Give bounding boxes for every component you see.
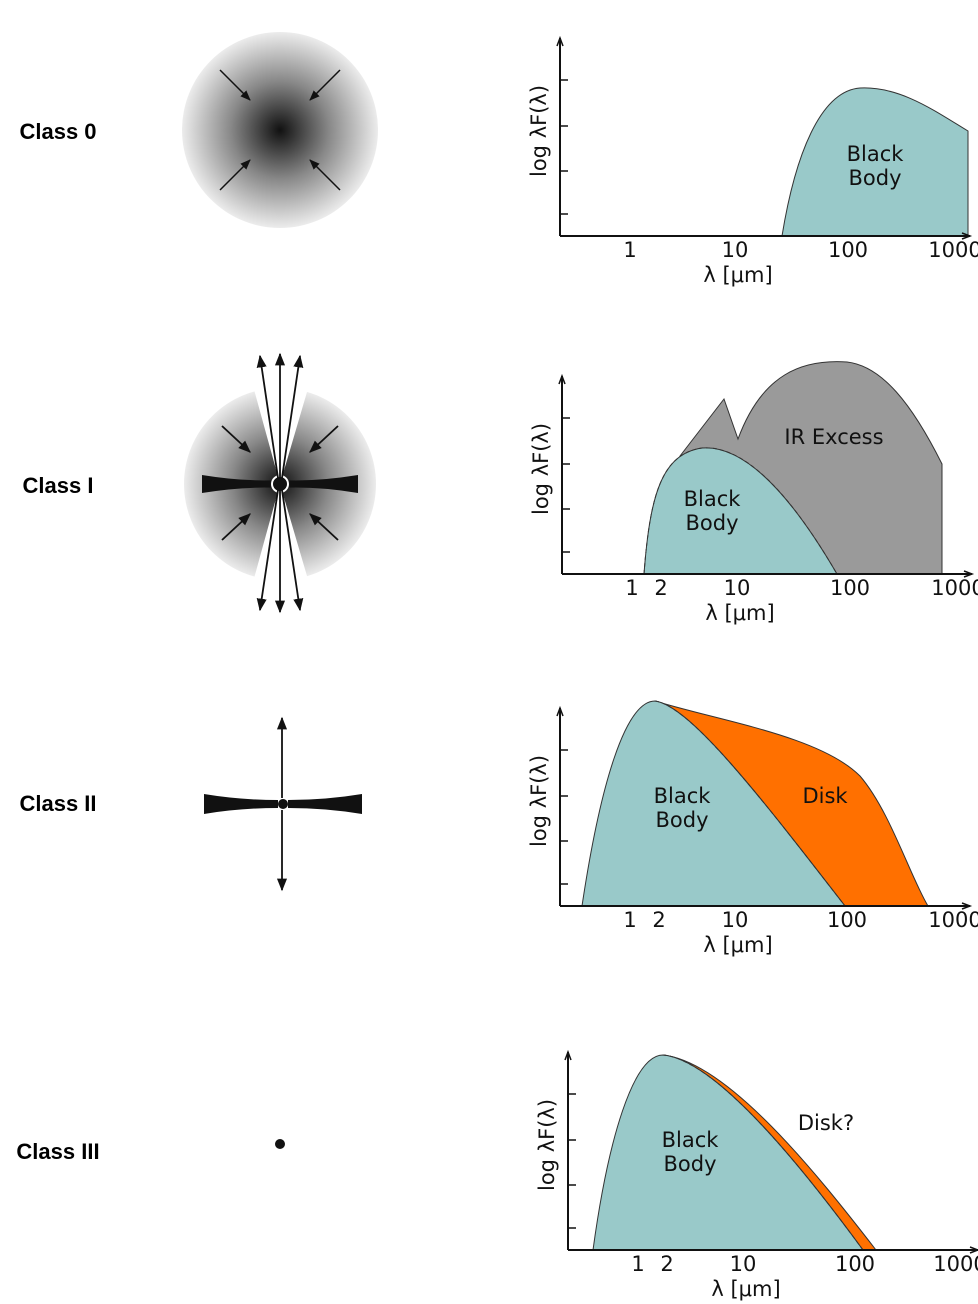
x-tick-label: 1000 bbox=[931, 576, 978, 600]
x-tick-label: 1 bbox=[623, 908, 636, 932]
class0-illustration bbox=[182, 32, 378, 228]
x-tick-label: 10 bbox=[722, 238, 749, 262]
y-axis-label: log λF(λ) bbox=[529, 423, 553, 515]
x-axis-label: λ [μm] bbox=[705, 601, 774, 625]
x-tick-label: 1 bbox=[625, 576, 638, 600]
class-label: Class I bbox=[23, 473, 94, 498]
x-tick-label: 100 bbox=[830, 576, 870, 600]
region-label: Body bbox=[685, 511, 738, 535]
region-label: Black bbox=[684, 487, 742, 511]
x-tick-label: 2 bbox=[652, 908, 665, 932]
class1-illustration bbox=[184, 354, 376, 612]
x-tick-label: 10 bbox=[730, 1252, 757, 1276]
class-label: Class III bbox=[16, 1139, 99, 1164]
x-axis-label: λ [μm] bbox=[703, 933, 772, 957]
region-label: Disk? bbox=[798, 1111, 854, 1135]
x-tick-label: 1 bbox=[631, 1252, 644, 1276]
x-tick-label: 100 bbox=[835, 1252, 875, 1276]
x-axis-label: λ [μm] bbox=[703, 263, 772, 287]
region-label: Black bbox=[662, 1128, 720, 1152]
x-tick-label: 100 bbox=[827, 908, 867, 932]
x-tick-label: 2 bbox=[660, 1252, 673, 1276]
region-label: IR Excess bbox=[784, 425, 883, 449]
class3-illustration bbox=[275, 1139, 285, 1149]
class-label: Class 0 bbox=[19, 119, 96, 144]
x-tick-label: 100 bbox=[828, 238, 868, 262]
sed-plot: 12 10 100 1000 λ [μm] log λF(λ) IR Excess Black… bbox=[529, 362, 978, 625]
region-label: Body bbox=[663, 1152, 716, 1176]
x-tick-label: 2 bbox=[654, 576, 667, 600]
diagram: Class 0 Class I Class II Class III 1 10 10… bbox=[0, 0, 978, 1304]
x-axis-label: λ [μm] bbox=[711, 1277, 780, 1301]
class2-illustration bbox=[204, 718, 362, 890]
x-tick-label: 1000 bbox=[928, 908, 978, 932]
x-tick-label: 10 bbox=[724, 576, 751, 600]
region-label: Body bbox=[655, 808, 708, 832]
x-tick-label: 1 bbox=[623, 238, 636, 262]
region-label: Body bbox=[848, 166, 901, 190]
y-axis-label: log λF(λ) bbox=[527, 755, 551, 847]
y-axis-label: log λF(λ) bbox=[535, 1099, 559, 1191]
y-axis-label: log λF(λ) bbox=[527, 85, 551, 177]
region-label: Disk bbox=[802, 784, 848, 808]
x-tick-label: 1000 bbox=[933, 1252, 978, 1276]
x-tick-label: 1000 bbox=[928, 238, 978, 262]
page: Class 0 Class I Class II Class III 1 10 10… bbox=[0, 0, 978, 1304]
region-label: Black bbox=[654, 784, 712, 808]
region-label: Black bbox=[847, 142, 905, 166]
class-label: Class II bbox=[19, 791, 96, 816]
sed-region bbox=[593, 1055, 863, 1250]
x-tick-label: 10 bbox=[722, 908, 749, 932]
